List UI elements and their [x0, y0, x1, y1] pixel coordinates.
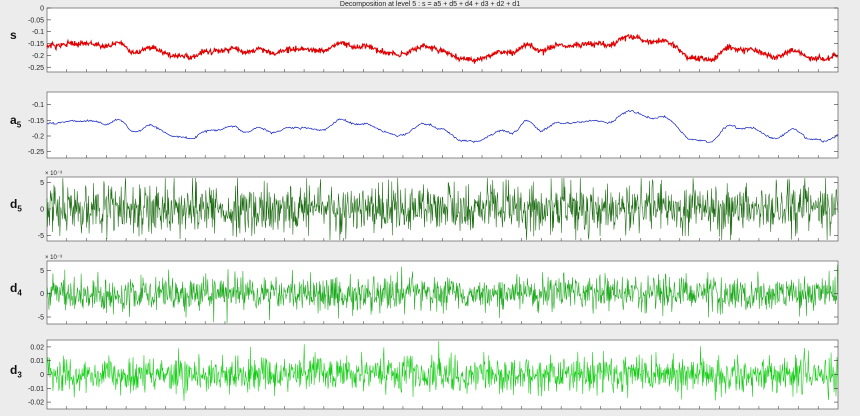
figure-title: Decomposition at level 5 : s = a5 + d5 +… — [339, 1, 521, 8]
panel-4-ytick-label-0: 0.02 — [30, 344, 44, 351]
panel-4-ytick-label-1: 0.01 — [30, 358, 44, 365]
panel-4-row-label-main: d — [10, 362, 18, 377]
panel-0-axes — [46, 7, 839, 73]
panel-3-ytick-label-1: 0 — [40, 291, 44, 298]
panel-4-series-line — [46, 341, 839, 402]
panel-4-row-label: d3 — [10, 363, 22, 379]
panel-1-row-label-sub: 5 — [16, 120, 22, 130]
panel-3-exponent: × 10⁻³ — [45, 255, 62, 261]
panel-1-series-line — [46, 109, 839, 144]
panel-2-exponent: × 10⁻³ — [45, 171, 62, 177]
panel-2-row-label-main: d — [10, 197, 18, 211]
panel-2-series-line — [46, 177, 839, 241]
panel-0-row-label-main: s — [10, 28, 17, 42]
panel-3-row-label: d4 — [10, 281, 22, 297]
panel-2-row-label-sub: 5 — [17, 204, 22, 214]
panel-3-row-label-sub: 4 — [17, 287, 22, 297]
panel-1-row-label-main: a — [10, 113, 17, 127]
panel-2-ytick-label-2: -5 — [38, 233, 44, 240]
panel-3-series-line — [46, 264, 839, 324]
panel-2-row-label: d5 — [10, 197, 22, 213]
panel-4-ytick-label-3: -0.01 — [28, 386, 44, 393]
panel-4-ytick-label-2: 0 — [40, 372, 44, 379]
panel-3-row-label-main: d — [10, 280, 18, 295]
panel-0-row-label: s — [10, 28, 17, 42]
panel-1-ytick-label-0: -0.1 — [32, 102, 44, 109]
panel-2-ytick-label-1: 0 — [40, 207, 44, 214]
panel-3-ytick-label-0: 5 — [40, 268, 44, 275]
panel-0-ytick-label-5: -0.25 — [28, 65, 44, 72]
panel-2-ytick-label-0: 5 — [40, 180, 44, 187]
panel-4-row-label-sub: 3 — [17, 369, 22, 379]
panel-0-ytick-label-2: -0.1 — [32, 29, 44, 36]
panel-0-ytick-label-0: 0 — [40, 6, 44, 13]
panel-1-axes — [46, 91, 839, 159]
panel-0-series-line — [46, 33, 839, 64]
panel-1-row-label: a5 — [10, 113, 21, 129]
panel-0-ytick-label-4: -0.2 — [32, 53, 44, 60]
panel-0-ytick-label-1: -0.05 — [28, 17, 44, 24]
panel-1-ytick-label-3: -0.25 — [28, 149, 44, 156]
panel-3-ytick-label-2: -5 — [38, 315, 44, 322]
panel-4-ytick-label-4: -0.02 — [28, 400, 44, 407]
panel-1-ytick-label-1: -0.15 — [28, 118, 44, 125]
panel-1-ytick-label-2: -0.2 — [32, 134, 44, 141]
panel-0-ytick-label-3: -0.15 — [28, 41, 44, 48]
